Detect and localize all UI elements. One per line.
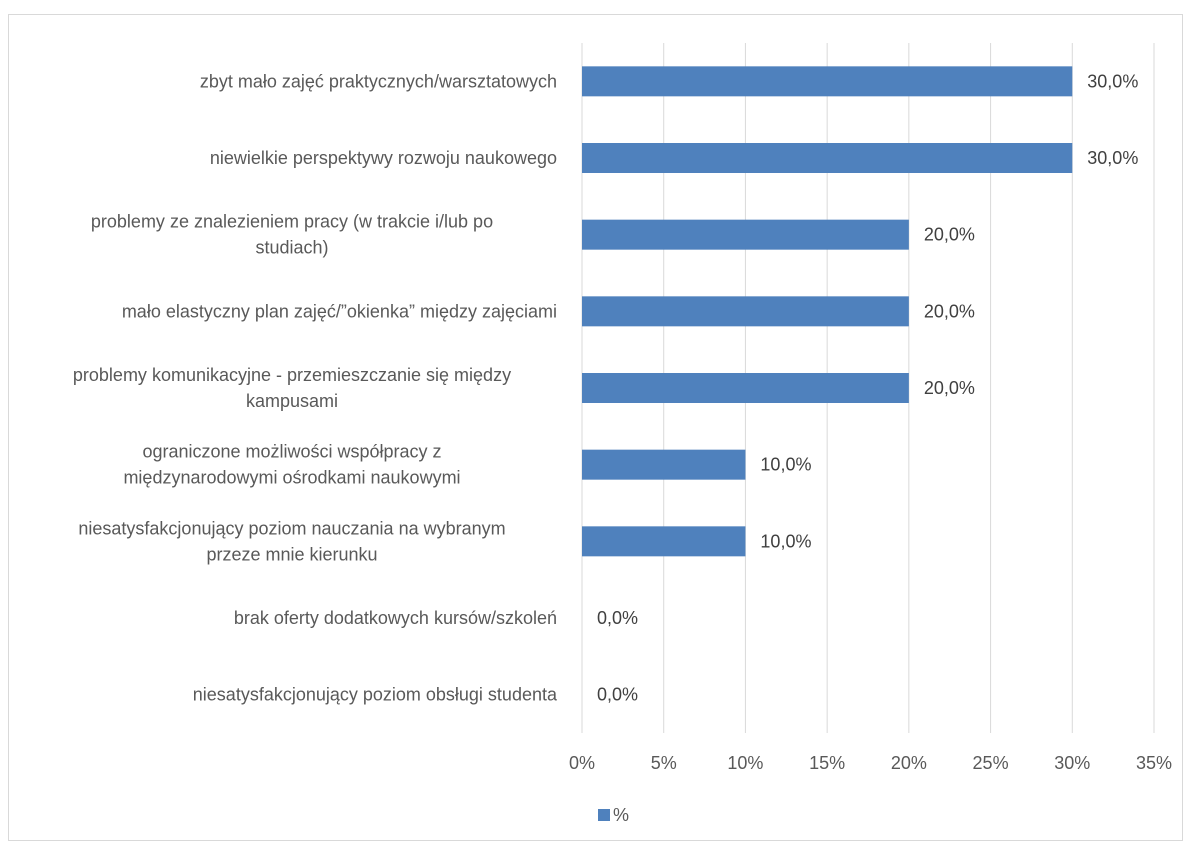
category-label: problemy komunikacyjne - przemieszczanie… [73,365,511,411]
data-label: 10,0% [760,455,811,475]
data-labels: 30,0% 30,0% 20,0% 20,0% 20,0% 10,0% 10,0% 0,0% 0… [597,71,1138,704]
x-tick-label: 15% [809,753,845,773]
bar [582,526,746,557]
legend-label: % [613,805,629,825]
data-label: 30,0% [1087,148,1138,168]
x-tick-label: 10% [727,753,763,773]
x-tick-label: 20% [891,753,927,773]
category-label: problemy ze znalezieniem pracy (w trakci… [91,212,493,258]
x-tick-label: 25% [973,753,1009,773]
data-label: 0,0% [597,608,638,628]
category-label: zbyt mało zajęć praktycznych/warsztatowy… [200,71,557,91]
category-labels: zbyt mało zajęć praktycznych/warsztatowy… [73,71,558,704]
data-label: 30,0% [1087,71,1138,91]
bars [582,66,1073,557]
x-axis-tick-labels: 0% 5% 10% 15% 20% 25% 30% 35% [569,753,1172,773]
data-label: 0,0% [597,685,638,705]
bar [582,219,909,250]
bar [582,373,909,403]
category-label: brak oferty dodatkowych kursów/szkoleń [234,608,557,628]
legend-swatch [598,809,610,821]
data-label: 20,0% [924,301,975,321]
x-tick-label: 5% [651,753,677,773]
x-tick-label: 35% [1136,753,1172,773]
data-label: 20,0% [924,378,975,398]
data-label: 10,0% [760,531,811,551]
bar [582,449,746,480]
category-label: niewielkie perspektywy rozwoju naukowego [210,148,557,168]
bar [582,296,909,327]
x-tick-label: 0% [569,753,595,773]
category-label: ograniczone możliwości współpracy z międz… [123,442,460,488]
category-label: niesatysfakcjonujący poziom nauczania na… [78,518,505,564]
bar [582,143,1073,173]
bar [582,66,1073,97]
category-label: mało elastyczny plan zajęć/”okienka” mię… [122,301,557,321]
category-label: niesatysfakcjonujący poziom obsługi stud… [193,685,558,705]
legend: % [598,805,629,825]
data-label: 20,0% [924,225,975,245]
x-tick-label: 30% [1054,753,1090,773]
